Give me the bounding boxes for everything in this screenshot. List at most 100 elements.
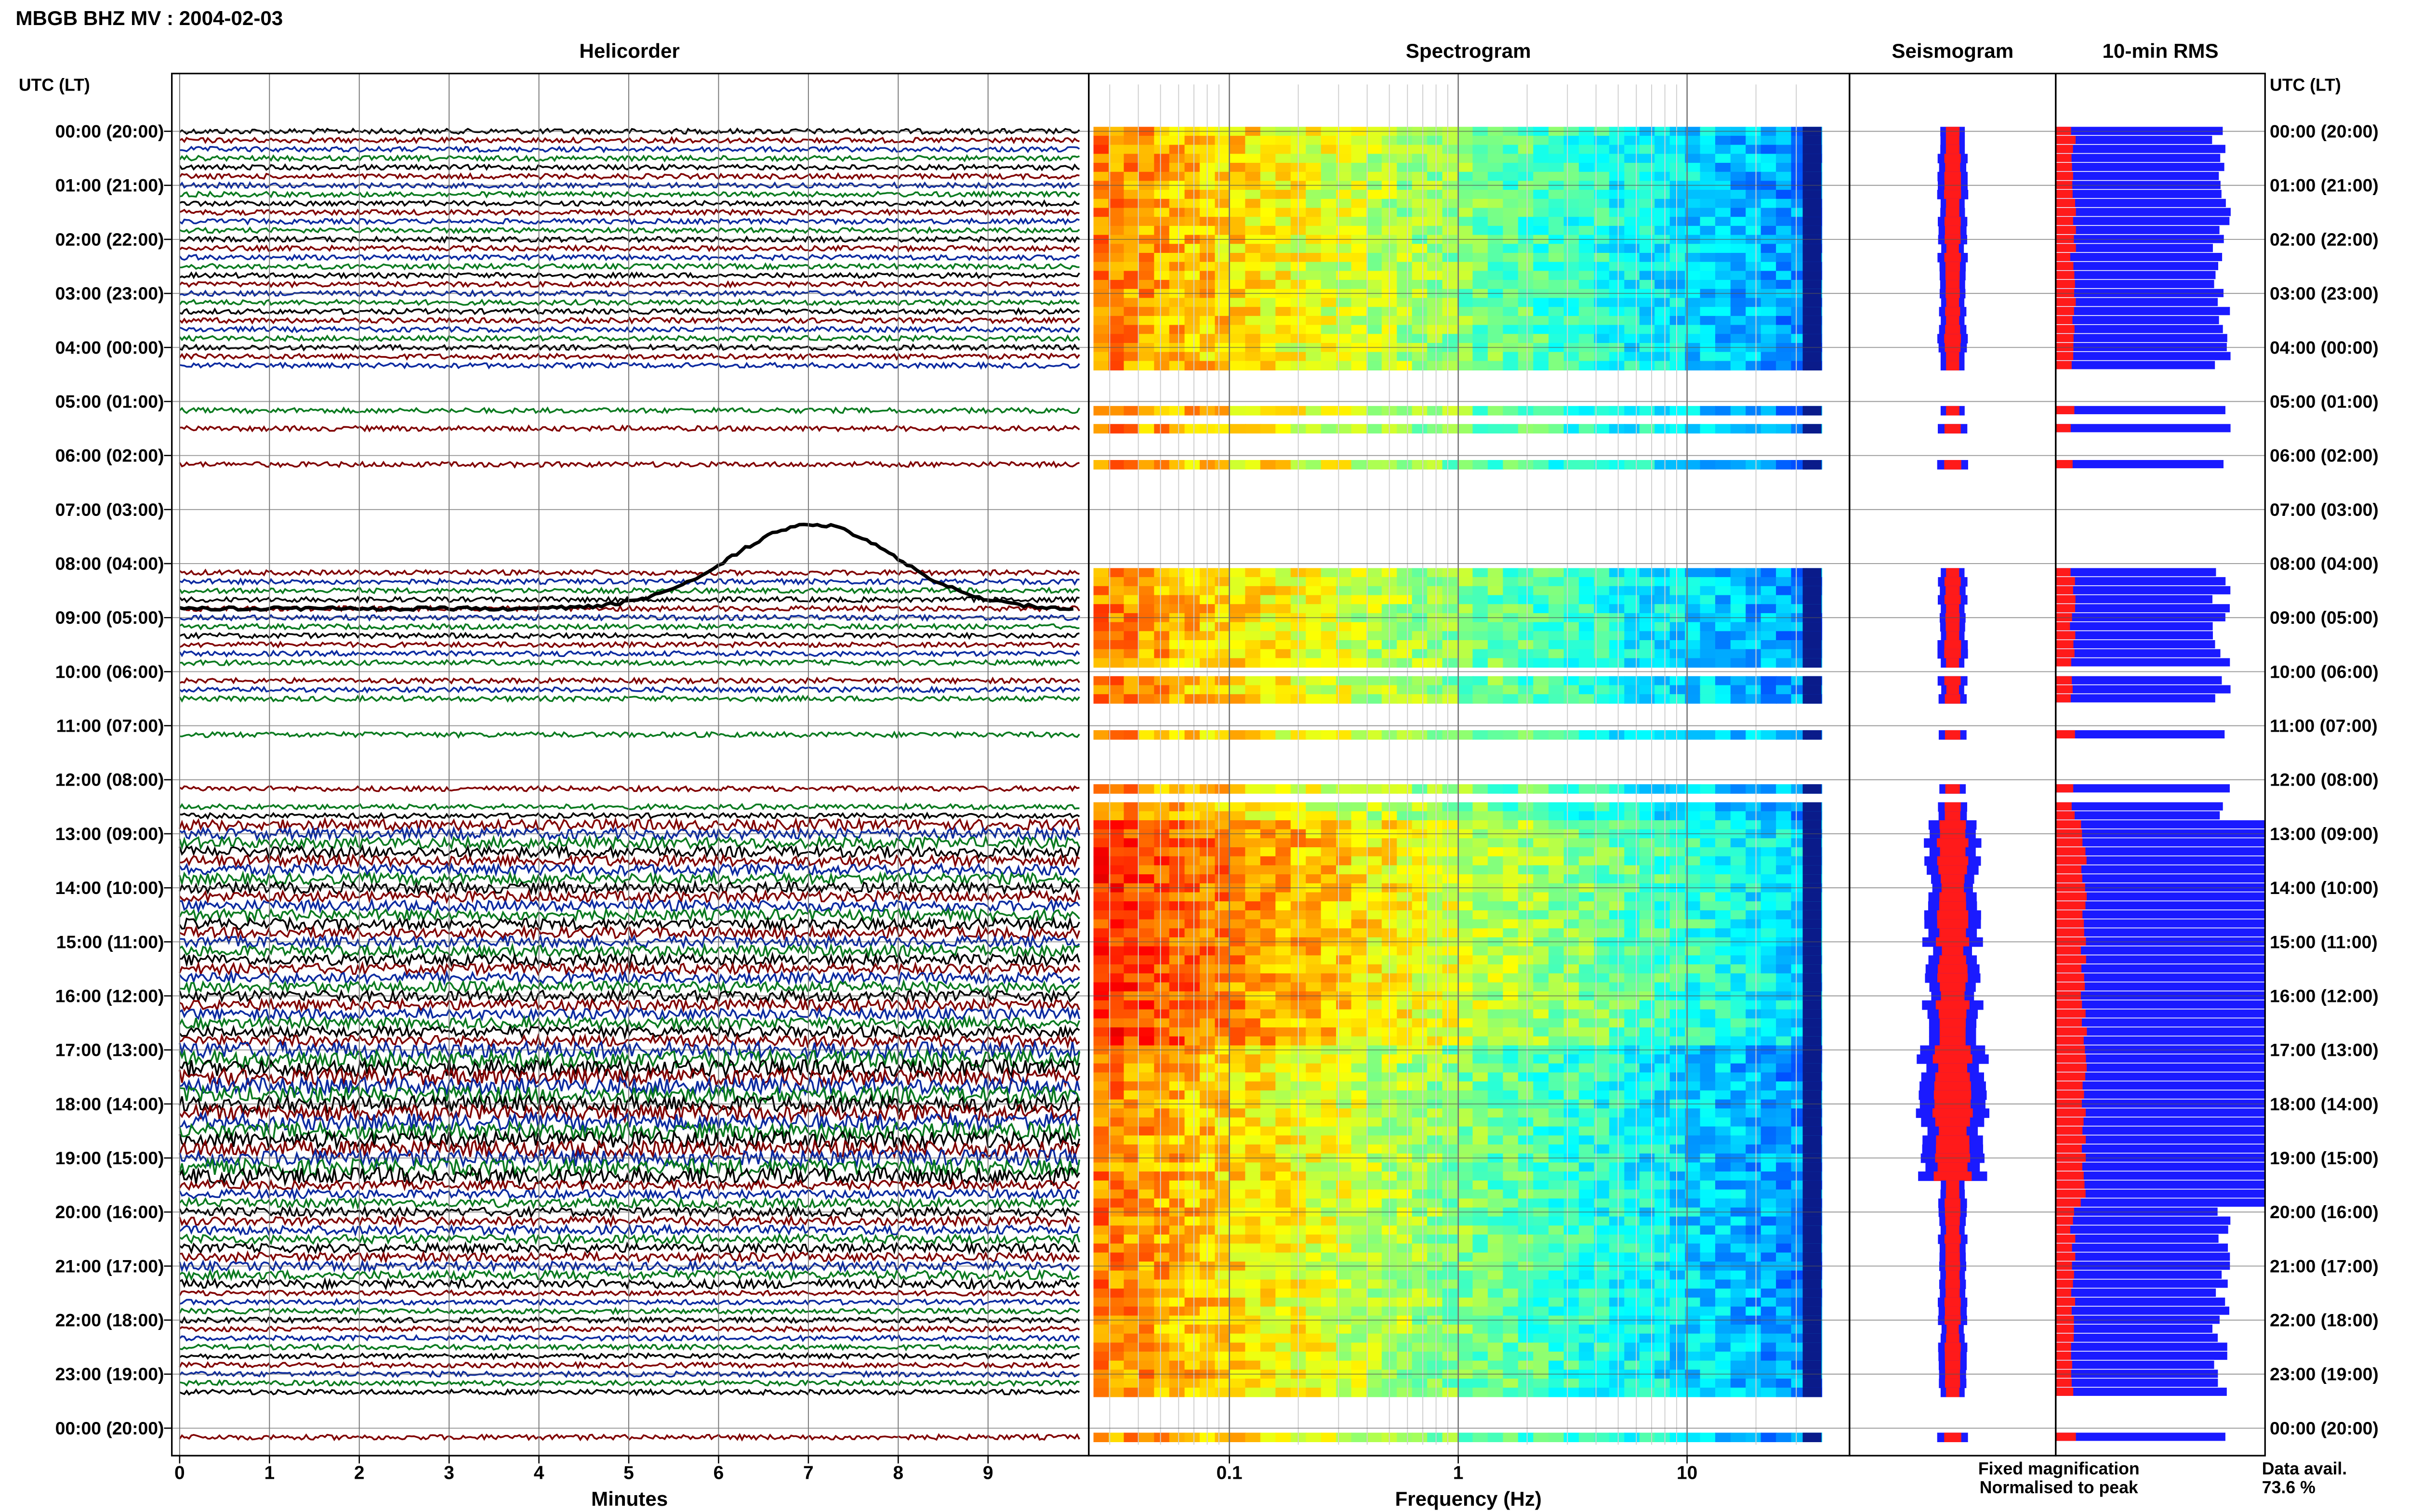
spectrogram-cell bbox=[1184, 198, 1201, 209]
spectrogram-cell bbox=[1639, 820, 1655, 830]
spectrogram-cell bbox=[1609, 622, 1625, 632]
spectrogram-cell bbox=[1412, 1198, 1428, 1208]
spectrogram-cell bbox=[1442, 217, 1458, 226]
spectrogram-cell bbox=[1245, 856, 1261, 866]
spectrogram-cell bbox=[1230, 1279, 1246, 1289]
spectrogram-cell bbox=[1487, 1000, 1504, 1010]
spectrogram-cell bbox=[1442, 145, 1458, 155]
spectrogram-cell bbox=[1533, 658, 1549, 668]
spectrogram-cell bbox=[1442, 198, 1458, 209]
spectrogram-cell bbox=[1442, 874, 1458, 884]
spectrogram-cell bbox=[1230, 847, 1246, 857]
spectrogram-cell bbox=[1306, 198, 1322, 209]
spectrogram-cell bbox=[1669, 964, 1686, 974]
spectrogram-cell bbox=[1154, 190, 1170, 199]
spectrogram-cell bbox=[1184, 163, 1201, 172]
spectrogram-cell bbox=[1503, 334, 1519, 343]
spectrogram-cell bbox=[1669, 784, 1686, 794]
spectrogram-cell bbox=[1594, 262, 1610, 272]
spectrogram-cell bbox=[1124, 595, 1140, 605]
spectrogram-cell bbox=[1412, 163, 1428, 172]
spectrogram-cell bbox=[1730, 190, 1747, 199]
spectrogram-cell bbox=[1760, 928, 1777, 938]
spectrogram-cell bbox=[1184, 964, 1201, 974]
spectrogram-cell bbox=[1275, 316, 1292, 326]
spectrogram-cell bbox=[1776, 145, 1792, 155]
spectrogram-cell bbox=[1655, 1081, 1671, 1091]
spectrogram-cell bbox=[1397, 811, 1413, 821]
spectrogram-cell bbox=[1802, 352, 1822, 362]
spectrogram-cell bbox=[1366, 802, 1383, 812]
spectrogram-cell bbox=[1215, 649, 1231, 659]
spectrogram-cell bbox=[1397, 262, 1413, 272]
spectrogram-cell bbox=[1639, 802, 1655, 812]
spectrogram-cell bbox=[1366, 1027, 1383, 1037]
spectrogram-cell bbox=[1366, 1009, 1383, 1019]
spectrogram-cell bbox=[1503, 955, 1519, 965]
spectrogram-cell bbox=[1578, 406, 1595, 416]
spectrogram-cell bbox=[1802, 271, 1822, 281]
spectrogram-cell bbox=[1549, 1234, 1565, 1244]
spectrogram-cell bbox=[1578, 838, 1595, 848]
spectrogram-cell bbox=[1306, 856, 1322, 866]
spectrogram-cell bbox=[1594, 964, 1610, 974]
spectrogram-cell bbox=[1760, 568, 1777, 578]
spectrogram-cell bbox=[1624, 604, 1641, 614]
spectrogram-cell bbox=[1321, 280, 1337, 289]
spectrogram-cell bbox=[1472, 1054, 1489, 1064]
spectrogram-cell bbox=[1503, 171, 1519, 182]
spectrogram-cell bbox=[1594, 1297, 1610, 1307]
spectrogram-cell bbox=[1260, 1225, 1276, 1235]
spectrogram-cell bbox=[1245, 694, 1261, 704]
spectrogram-cell bbox=[1533, 424, 1549, 434]
spectrogram-cell bbox=[1700, 1162, 1716, 1172]
spectrogram-cell bbox=[1442, 919, 1458, 929]
spectrogram-cell bbox=[1609, 307, 1625, 316]
spectrogram-cell bbox=[1351, 253, 1367, 263]
spectrogram-cell bbox=[1802, 1234, 1822, 1244]
spectrogram-cell bbox=[1594, 334, 1610, 343]
spectrogram-cell bbox=[1427, 910, 1443, 920]
spectrogram-cell bbox=[1397, 1189, 1413, 1199]
spectrogram-cell bbox=[1578, 847, 1595, 857]
spectrogram-cell bbox=[1563, 1225, 1580, 1235]
spectrogram-cell bbox=[1336, 154, 1352, 164]
spectrogram-cell bbox=[1154, 1243, 1170, 1253]
spectrogram-cell bbox=[1563, 856, 1580, 866]
spectrogram-cell bbox=[1503, 190, 1519, 199]
spectrogram-cell bbox=[1138, 1126, 1155, 1136]
spectrogram-cell bbox=[1518, 253, 1534, 263]
spectrogram-cell bbox=[1412, 847, 1428, 857]
spectrogram-cell bbox=[1639, 1189, 1655, 1199]
spectrogram-cell bbox=[1533, 190, 1549, 199]
spectrogram-cell bbox=[1093, 1288, 1110, 1298]
spectrogram-cell bbox=[1275, 1144, 1292, 1154]
spectrogram-cell bbox=[1275, 1054, 1292, 1064]
spectrogram-cell bbox=[1336, 955, 1352, 965]
spectrogram-cell bbox=[1472, 262, 1489, 272]
spectrogram-cell bbox=[1746, 631, 1762, 641]
spectrogram-cell bbox=[1351, 1234, 1367, 1244]
spectrogram-cell bbox=[1549, 1297, 1565, 1307]
spectrogram-cell bbox=[1230, 802, 1246, 812]
spectrogram-cell bbox=[1215, 640, 1231, 650]
spectrogram-cell bbox=[1124, 568, 1140, 578]
spectrogram-cell bbox=[1306, 262, 1322, 272]
spectrogram-cell bbox=[1760, 1225, 1777, 1235]
spectrogram-cell bbox=[1245, 595, 1261, 605]
spectrogram-cell bbox=[1594, 280, 1610, 289]
spectrogram-cell bbox=[1412, 874, 1428, 884]
spectrogram-cell bbox=[1594, 838, 1610, 848]
spectrogram-cell bbox=[1685, 604, 1701, 614]
spectrogram-cell bbox=[1427, 262, 1443, 272]
spectrogram-cell bbox=[1397, 1216, 1413, 1226]
spectrogram-cell bbox=[1321, 811, 1337, 821]
spectrogram-cell bbox=[1154, 865, 1170, 875]
spectrogram-cell bbox=[1609, 1198, 1625, 1208]
spectrogram-cell bbox=[1639, 838, 1655, 848]
spectrogram-cell bbox=[1109, 892, 1125, 902]
spectrogram-cell bbox=[1336, 1243, 1352, 1253]
spectrogram-cell bbox=[1609, 1126, 1625, 1136]
spectrogram-cell bbox=[1609, 244, 1625, 253]
spectrogram-cell bbox=[1503, 424, 1519, 434]
